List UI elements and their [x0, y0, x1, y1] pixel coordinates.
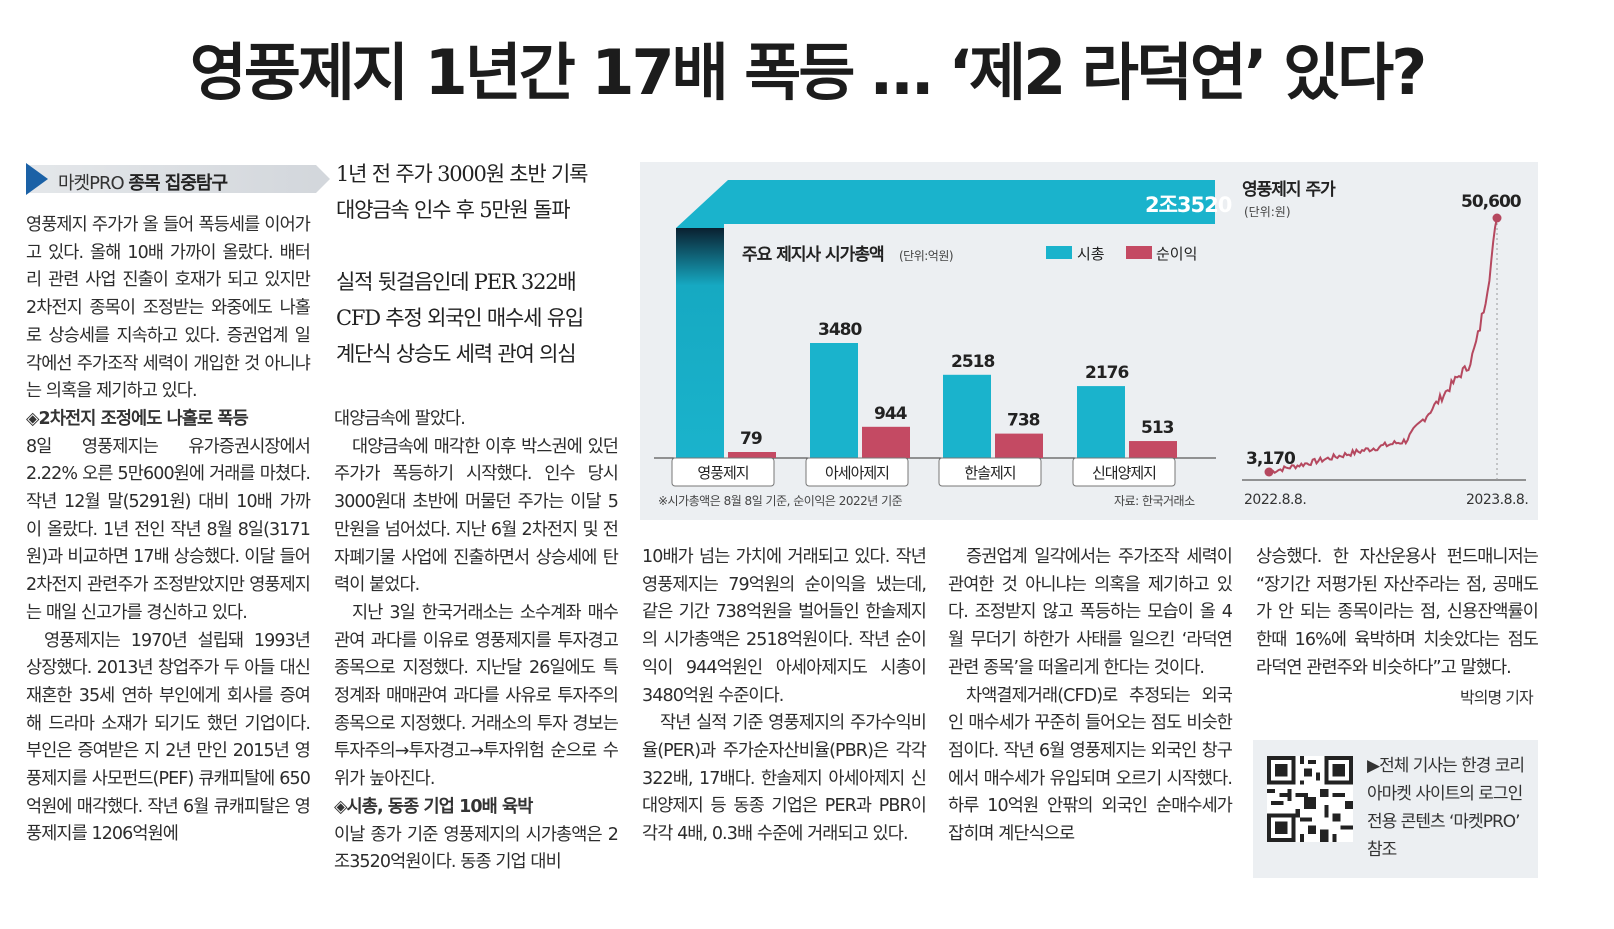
- category-label: 신대양제지: [1092, 464, 1156, 482]
- subheading: ◈2차전지 조정에도 나홀로 폭등: [26, 408, 249, 429]
- category-label: 한솔제지: [964, 464, 1015, 482]
- paragraph: 상승했다. 한 자산운용사 펀드매니저는 “장기간 저평가된 자산주라는 점, …: [1256, 547, 1539, 678]
- bar-label-영풍제지-market-cap: 2조3520: [1145, 193, 1232, 217]
- qr-promo-box: ▶전체 기사는 한경 코리아마켓 사이트의 로그인 전용 콘텐츠 ‘마켓PRO’…: [1253, 740, 1538, 878]
- bar-영풍제지-market-cap-body: [676, 228, 724, 458]
- paragraph: 차액결제거래(CFD)로 추정되는 외국인 매수세가 꾸준히 들어오는 점도 비…: [948, 685, 1233, 845]
- paragraph: 지난 3일 한국거래소는 소수계좌 매수관여 과다를 이유로 영풍제지를 투자경…: [334, 602, 619, 790]
- section-tag-bar: [26, 165, 330, 193]
- legend-swatch-market-cap: [1046, 246, 1072, 259]
- line-chart-unit: (단위:원): [1244, 205, 1291, 219]
- paragraph: 영풍제지 주가가 올 들어 폭등세를 이어가고 있다. 올해 10배 가까이 올…: [26, 215, 311, 402]
- legend-net-income: 순이익: [1156, 245, 1197, 263]
- deck-line: CFD 추정 외국인 매수세 유입: [336, 306, 584, 330]
- paragraph: 증권업계 일각에서는 주가조작 세력이 관여한 것 아니냐는 의혹을 제기하고 …: [948, 547, 1233, 678]
- article-column-4: 증권업계 일각에서는 주가조작 세력이 관여한 것 아니냐는 의혹을 제기하고 …: [948, 544, 1233, 849]
- article-column-1: 영풍제지 주가가 올 들어 폭등세를 이어가고 있다. 올해 10배 가까이 올…: [26, 212, 311, 849]
- section-tag-label: 마켓PRO 종목 집중탐구: [58, 169, 228, 195]
- qr-promo-text: ▶전체 기사는 한경 코리아마켓 사이트의 로그인 전용 콘텐츠 ‘마켓PRO’…: [1367, 756, 1525, 860]
- bar-한솔제지-market-cap: [943, 374, 991, 458]
- price-line: [1268, 217, 1498, 474]
- qr-code-icon[interactable]: [1267, 756, 1353, 842]
- triangle-icon: [26, 163, 48, 195]
- market-cap-chart: 2조3520 주요 제지사 시가총액 (단위:억원) 시총 순이익 79 영풍제지…: [654, 180, 1233, 487]
- category-label: 영풍제지: [697, 464, 748, 482]
- end-value-label: 50,600: [1461, 192, 1522, 212]
- x-label-start: 2022.8.8.: [1244, 492, 1306, 508]
- bar-label-한솔제지-market-cap: 2518: [951, 352, 994, 372]
- category-label-box: [938, 457, 1042, 487]
- bar-label-신대양제지-net-income: 513: [1141, 418, 1174, 438]
- bar-아세아제지-market-cap: [810, 343, 858, 458]
- qr-code-graphic: [1267, 756, 1353, 842]
- article-column-3: 10배가 넘는 가치에 거래되고 있다. 작년 영풍제지는 79억원의 순이익을…: [642, 544, 927, 849]
- deck-line: 실적 뒷걸음인데 PER 322배: [336, 270, 577, 294]
- bar-영풍제지-net-income: [728, 452, 776, 458]
- paragraph: 영풍제지는 1970년 설립돼 1993년 상장했다. 2013년 창업주가 두…: [26, 630, 311, 845]
- stock-price-chart: 영풍제지 주가 (단위:원) 3,170 50,600 2022.8.8. 20…: [1242, 180, 1529, 508]
- paragraph: 이날 종가 기준 영풍제지의 시가총액은 2조3520억원이다. 동종 기업 대…: [334, 824, 619, 873]
- deck-group-1: 1년 전 주가 3000원 초반 기록 대양금속 인수 후 5만원 돌파: [336, 156, 588, 228]
- bar-label-영풍제지-net-income: 79: [740, 429, 762, 449]
- category-label-box: [805, 457, 909, 487]
- chart-title: 주요 제지사 시가총액: [742, 245, 884, 265]
- bar-label-아세아제지-market-cap: 3480: [818, 320, 862, 340]
- chart-unit: (단위:억원): [899, 249, 953, 263]
- bar-아세아제지-net-income: [862, 426, 910, 458]
- start-point: [1264, 467, 1274, 477]
- paragraph: 10배가 넘는 가치에 거래되고 있다. 작년 영풍제지는 79억원의 순이익을…: [642, 547, 927, 706]
- deck-group-2: 실적 뒷걸음인데 PER 322배 CFD 추정 외국인 매수세 유입 계단식 …: [336, 264, 584, 372]
- paragraph: 대양금속에 매각한 이후 박스권에 있던 주가가 폭등하기 시작했다. 인수 당…: [334, 436, 619, 596]
- article-column-5: 상승했다. 한 자산운용사 펀드매니저는 “장기간 저평가된 자산주라는 점, …: [1256, 544, 1539, 683]
- legend-market-cap: 시총: [1077, 245, 1105, 263]
- category-label: 아세아제지: [825, 464, 889, 482]
- line-chart-title: 영풍제지 주가: [1242, 180, 1336, 200]
- bar-영풍제지-market-cap-shape: [676, 180, 1215, 458]
- category-label-box: [671, 457, 775, 487]
- x-label-end: 2023.8.8.: [1466, 492, 1528, 508]
- section-tag: 마켓PRO 종목 집중탐구: [26, 163, 330, 195]
- bar-신대양제지-net-income: [1129, 441, 1177, 458]
- end-point: [1492, 213, 1502, 223]
- headline: 영풍제지 1년간 17배 폭등 … ‘제2 라덕연’ 있다?: [189, 36, 1427, 109]
- section-tag-prefix: 마켓PRO: [58, 173, 125, 194]
- bar-신대양제지-market-cap: [1077, 386, 1125, 458]
- category-label-box: [1072, 457, 1176, 487]
- legend-swatch-net-income: [1126, 246, 1152, 259]
- subheading: ◈시총, 동종 기업 10배 육박: [334, 796, 533, 817]
- bar-label-아세아제지-net-income: 944: [874, 404, 908, 424]
- paragraph: 작년 실적 기준 영풍제지의 주가수익비율(PER)과 주가순자산비율(PBR)…: [642, 713, 927, 845]
- infographic-svg: 2조3520 주요 제지사 시가총액 (단위:억원) 시총 순이익 79 영풍제지…: [654, 180, 1529, 508]
- infographic: 2조3520 주요 제지사 시가총액 (단위:억원) 시총 순이익 79 영풍제지…: [640, 162, 1538, 520]
- chart-footnote: ※시가총액은 8월 8일 기준, 순이익은 2022년 기준: [658, 494, 903, 508]
- bar-한솔제지-net-income: [995, 433, 1043, 458]
- deck-line: 대양금속 인수 후 5만원 돌파: [336, 198, 571, 222]
- section-tag-title: 종목 집중탐구: [128, 173, 228, 194]
- article-column-2: 대양금속에 팔았다. 대양금속에 매각한 이후 박스권에 있던 주가가 폭등하기…: [334, 406, 619, 877]
- paragraph: 8일 영풍제지는 유가증권시장에서 2.22% 오른 5만600원에 거래를 마…: [26, 436, 311, 623]
- deck-line: 1년 전 주가 3000원 초반 기록: [336, 162, 588, 186]
- byline: 박의명 기자: [1460, 688, 1534, 707]
- bar-label-신대양제지-market-cap: 2176: [1085, 363, 1128, 383]
- bar-label-한솔제지-net-income: 738: [1007, 411, 1040, 431]
- paragraph: 대양금속에 팔았다.: [334, 409, 466, 429]
- deck-line: 계단식 상승도 세력 관여 의심: [336, 342, 577, 366]
- start-value-label: 3,170: [1246, 449, 1296, 469]
- chart-source: 자료: 한국거래소: [1114, 494, 1195, 508]
